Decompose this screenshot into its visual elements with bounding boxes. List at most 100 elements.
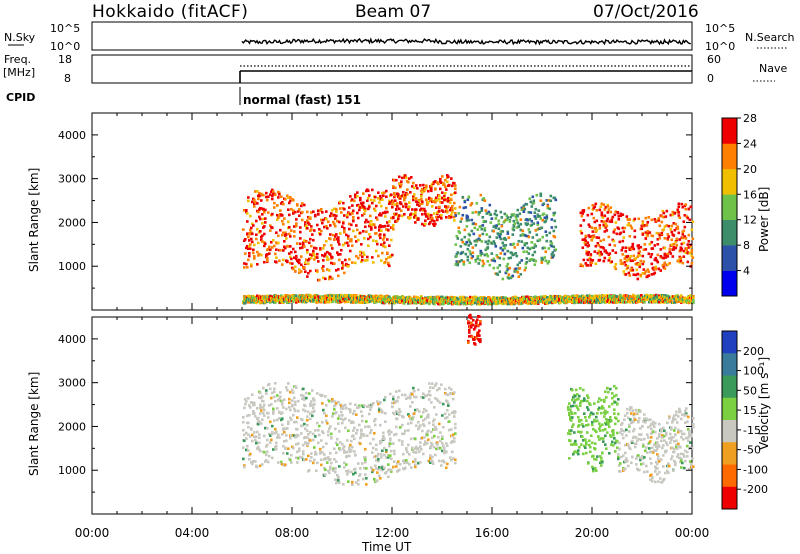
echo-cell	[436, 218, 439, 222]
echo-cell	[441, 175, 444, 178]
echo-cell	[605, 224, 609, 228]
echo-cell	[335, 207, 338, 211]
echo-cell	[268, 383, 271, 386]
echo-cell	[356, 428, 359, 432]
echo-cell	[394, 203, 397, 206]
echo-cell	[581, 264, 585, 268]
echo-cell	[530, 223, 534, 227]
echo-cell	[399, 184, 402, 188]
echo-cell	[436, 443, 439, 446]
echo-cell	[441, 295, 444, 299]
echo-cell	[559, 301, 562, 304]
echo-cell	[663, 294, 666, 297]
echo-cell	[293, 235, 296, 238]
echo-cell	[662, 215, 666, 219]
echo-cell	[266, 256, 269, 260]
echo-cell	[378, 225, 381, 229]
echo-cell	[444, 192, 447, 195]
echo-cell	[481, 224, 485, 227]
echo-cell	[383, 236, 386, 239]
echo-cell	[657, 267, 661, 271]
echo-cell	[677, 205, 681, 209]
echo-cell	[287, 196, 290, 199]
echo-cell	[363, 434, 366, 437]
echo-cell	[493, 242, 497, 245]
echo-cell	[617, 215, 621, 218]
echo-cell	[663, 237, 667, 240]
echo-cell	[656, 243, 660, 246]
echo-cell	[264, 426, 267, 430]
echo-cell	[295, 299, 298, 302]
echo-cell	[420, 448, 423, 451]
echo-cell	[592, 235, 596, 238]
echo-cell	[259, 217, 262, 221]
echo-cell	[272, 410, 275, 413]
echo-cell	[362, 251, 365, 254]
echo-cell	[591, 204, 595, 207]
echo-cell	[300, 204, 303, 208]
echo-cell	[282, 249, 285, 252]
echo-cell	[410, 176, 413, 179]
echo-cell	[632, 293, 635, 297]
echo-cell	[269, 229, 272, 232]
echo-cell	[638, 265, 642, 269]
echo-cell	[384, 224, 387, 228]
echo-cell	[499, 252, 503, 255]
echo-cell	[248, 413, 251, 417]
echo-cell	[258, 252, 261, 256]
echo-cell	[282, 202, 285, 206]
echo-cell	[358, 474, 361, 478]
echo-cell	[311, 414, 314, 418]
echo-cell	[301, 456, 304, 459]
echo-cell	[509, 243, 513, 246]
echo-cell	[430, 401, 433, 404]
echo-cell	[475, 202, 479, 205]
echo-cell	[374, 195, 377, 199]
echo-cell	[420, 295, 423, 298]
echo-cell	[627, 223, 631, 226]
echo-cell	[340, 211, 343, 214]
echo-cell	[396, 202, 399, 205]
echo-cell	[378, 466, 381, 469]
echo-cell	[410, 212, 413, 216]
echo-cell	[409, 216, 412, 219]
echo-cell	[262, 217, 265, 221]
echo-cell	[600, 202, 604, 206]
echo-cell	[582, 295, 585, 298]
echo-cell	[306, 415, 309, 418]
echo-cell	[466, 247, 470, 251]
echo-cell	[384, 412, 387, 415]
echo-cell	[417, 300, 420, 304]
echo-cell	[651, 247, 655, 250]
echo-cell	[362, 432, 365, 436]
echo-cell	[297, 434, 300, 437]
echo-cell	[303, 245, 306, 248]
echo-cell	[321, 451, 324, 454]
echo-cell	[313, 229, 316, 232]
echo-cell	[598, 227, 602, 230]
velocity-echo-layer	[242, 313, 695, 486]
echo-cell	[450, 215, 453, 219]
echo-cell	[306, 227, 309, 230]
echo-cell	[348, 206, 351, 209]
echo-cell	[256, 447, 259, 450]
echo-cell	[269, 441, 272, 444]
echo-cell	[258, 208, 261, 211]
echo-cell	[598, 208, 602, 212]
echo-cell	[517, 275, 521, 278]
echo-cell	[658, 234, 662, 237]
echo-cell	[414, 214, 417, 218]
echo-cell	[279, 209, 282, 212]
echo-cell	[454, 207, 457, 210]
echo-cell	[253, 431, 256, 434]
echo-cell	[424, 210, 427, 213]
echo-cell	[291, 262, 294, 265]
echo-cell	[295, 443, 298, 446]
echo-cell	[622, 230, 626, 233]
echo-cell	[250, 263, 253, 266]
echo-cell	[605, 251, 609, 255]
echo-cell	[245, 246, 248, 250]
echo-cell	[247, 258, 250, 262]
echo-cell	[405, 205, 408, 209]
echo-cell	[368, 412, 371, 416]
